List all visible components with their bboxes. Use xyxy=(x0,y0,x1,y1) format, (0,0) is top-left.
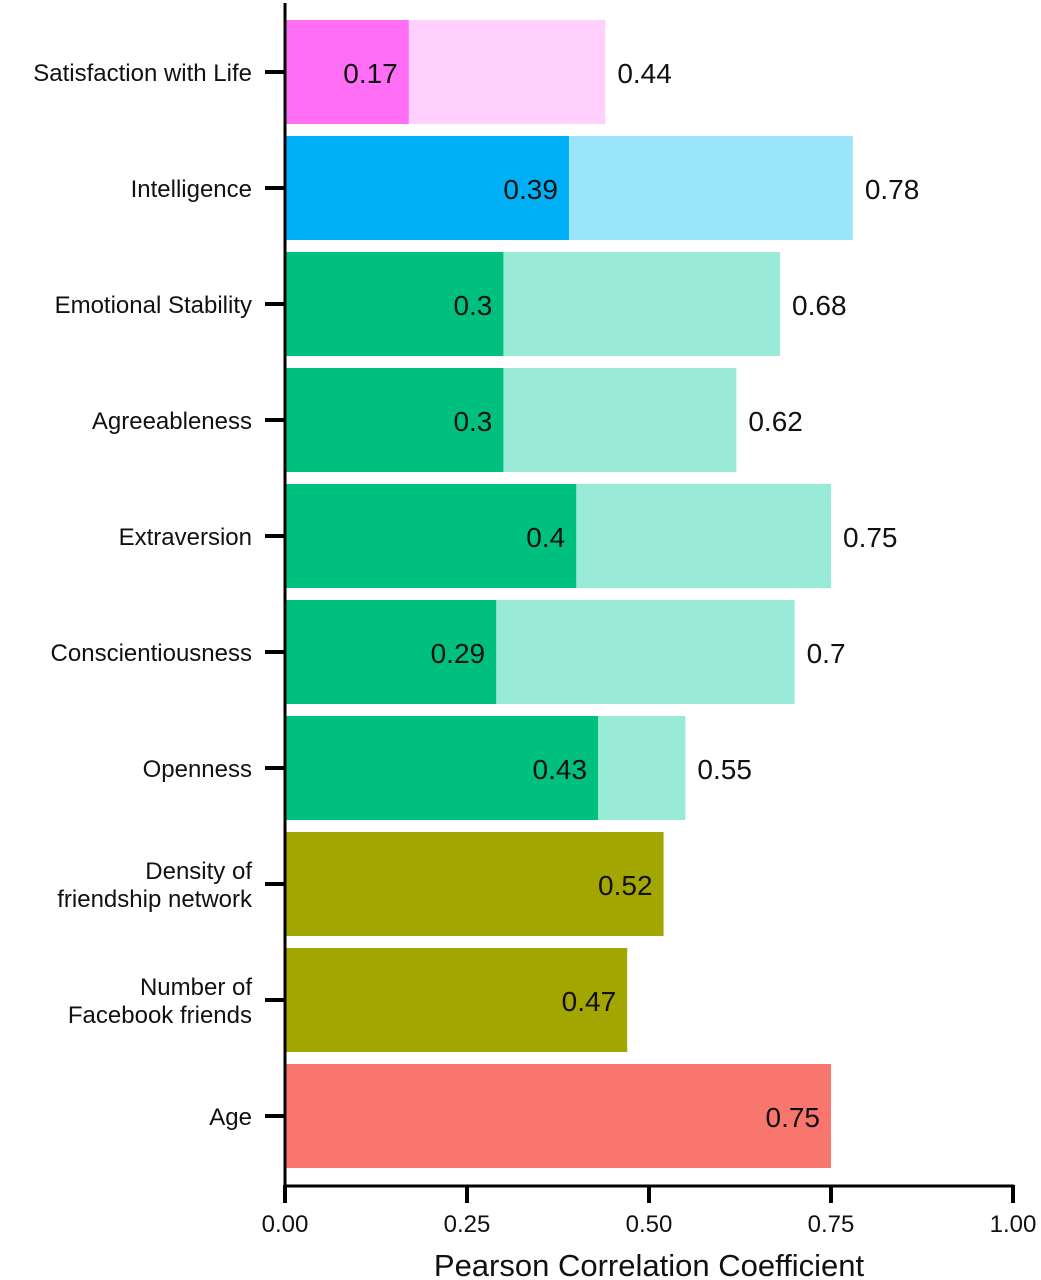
bar-inner xyxy=(285,600,497,704)
category-label: Conscientiousness xyxy=(51,640,252,667)
category-label: Extraversion xyxy=(119,524,252,551)
x-tick-label: 0.25 xyxy=(444,1211,491,1238)
value-label-inner: 0.47 xyxy=(562,986,617,1017)
x-tick-label: 0.00 xyxy=(262,1211,309,1238)
value-label-inner: 0.4 xyxy=(526,522,565,553)
value-label-inner: 0.43 xyxy=(533,754,588,785)
x-tick-label: 0.50 xyxy=(626,1211,673,1238)
bar-inner xyxy=(285,20,409,124)
bar-inner xyxy=(285,832,664,936)
category-label: Emotional Stability xyxy=(55,292,252,319)
x-ticks: 0.00 0.25 0.50 0.75 1.00 xyxy=(262,1185,1037,1238)
category-label: Openness xyxy=(143,756,252,783)
bar-inner xyxy=(285,716,599,820)
category-label-line: friendship network xyxy=(57,886,253,913)
category-label: Intelligence xyxy=(131,176,252,203)
value-label-outer: 0.55 xyxy=(697,754,752,785)
bar-inner xyxy=(285,948,628,1052)
value-label-outer: 0.68 xyxy=(792,290,847,321)
category-label-line: Density of xyxy=(145,858,252,885)
x-axis-title: Pearson Correlation Coefficient xyxy=(434,1248,865,1280)
value-label-outer: 0.7 xyxy=(807,638,846,669)
value-label-outer: 0.78 xyxy=(865,174,920,205)
category-label: Density of friendship network xyxy=(57,858,253,913)
bar-inner xyxy=(285,368,504,472)
value-label-inner: 0.75 xyxy=(766,1102,821,1133)
category-label-line: Number of xyxy=(140,974,252,1001)
value-label-inner: 0.3 xyxy=(453,406,492,437)
value-label-inner: 0.3 xyxy=(453,290,492,321)
x-tick-label: 0.75 xyxy=(808,1211,855,1238)
y-ticks: Satisfaction with Life Intelligence Emotio… xyxy=(33,60,285,1131)
category-label: Agreeableness xyxy=(92,408,252,435)
value-label-inner: 0.29 xyxy=(431,638,486,669)
value-label-outer: 0.75 xyxy=(843,522,898,553)
category-label: Satisfaction with Life xyxy=(33,60,252,87)
category-label: Number of Facebook friends xyxy=(68,974,252,1029)
bar-inner xyxy=(285,252,504,356)
value-label-outer: 0.44 xyxy=(617,58,672,89)
bar-inner xyxy=(285,1064,831,1168)
category-label-line: Facebook friends xyxy=(68,1002,252,1029)
value-label-inner: 0.39 xyxy=(503,174,558,205)
value-label-inner: 0.17 xyxy=(343,58,398,89)
x-tick-label: 1.00 xyxy=(990,1211,1037,1238)
inner-bars xyxy=(285,20,831,1168)
bar-inner xyxy=(285,136,569,240)
category-label: Age xyxy=(209,1104,252,1131)
value-label-inner: 0.52 xyxy=(598,870,653,901)
bar-inner xyxy=(285,484,577,588)
value-label-outer: 0.62 xyxy=(748,406,803,437)
value-labels: 0.44 0.17 0.78 0.39 0.68 0.3 0.62 0.3 0.75 0.4 0.7… xyxy=(343,58,919,1133)
